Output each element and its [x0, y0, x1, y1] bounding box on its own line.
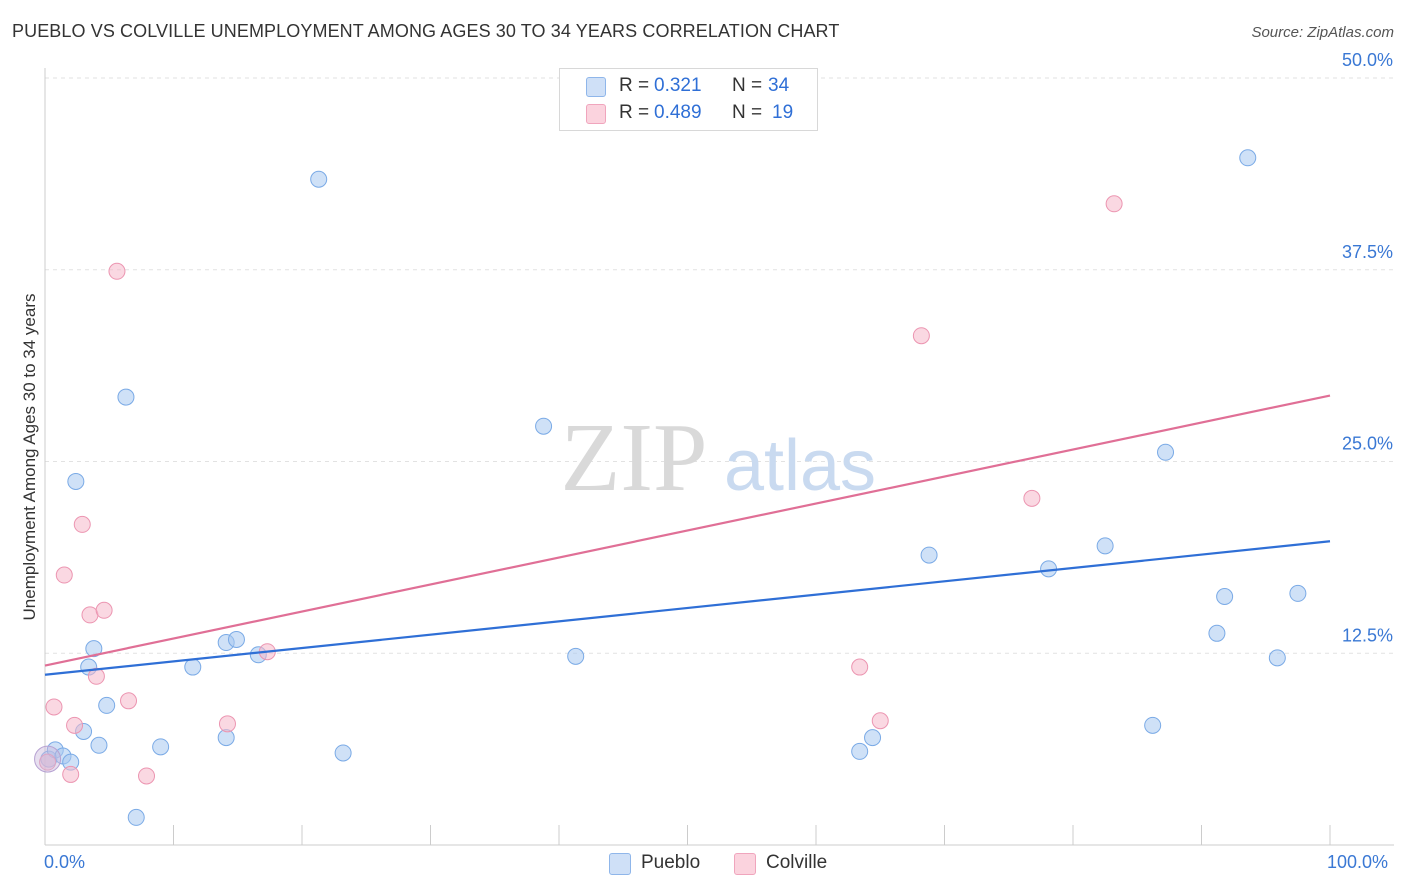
pueblo-trend-line	[44, 540, 1331, 676]
colville-point	[55, 566, 73, 584]
y-tick-label: 50.0%	[1342, 50, 1393, 70]
colville-point	[66, 716, 84, 734]
axes	[44, 68, 1394, 846]
colville-trend-line	[44, 394, 1331, 667]
legend-r-label: R =	[619, 102, 650, 123]
colville-point	[39, 753, 57, 771]
legend-swatch-pueblo	[586, 77, 606, 97]
legend-n-value: 19	[772, 102, 794, 123]
colville-point	[87, 667, 105, 685]
colville-point	[1105, 195, 1123, 213]
pueblo-point	[184, 658, 202, 676]
colville-point	[218, 715, 236, 733]
pueblo-point	[1239, 149, 1257, 167]
pueblo-point	[567, 647, 585, 665]
pueblo-point	[1096, 537, 1114, 555]
pueblo-point	[1289, 584, 1307, 602]
legend-n-value: 34	[768, 75, 790, 96]
colville-point	[120, 692, 138, 710]
x-tick-label-min: 0.0%	[44, 852, 86, 872]
pueblo-point	[310, 170, 328, 188]
source-label: Source: ZipAtlas.com	[1251, 24, 1394, 41]
legend-n-label: N =	[732, 102, 763, 123]
colville-point	[912, 327, 930, 345]
pueblo-point	[864, 729, 882, 747]
y-tick-label: 25.0%	[1342, 434, 1393, 454]
pueblo-point	[85, 640, 103, 658]
grid-lines	[45, 77, 1394, 654]
bottom-legend-swatch-pueblo	[609, 853, 631, 875]
colville-point	[1023, 489, 1041, 507]
pueblo-point	[67, 472, 85, 490]
y-tick-labels: 12.5% 25.0% 37.5% 50.0%	[1342, 50, 1393, 645]
legend-n-label: N =	[732, 75, 763, 96]
legend-r-label: R =	[619, 75, 650, 96]
pueblo-point	[1157, 443, 1175, 461]
pueblo-point	[1144, 716, 1162, 734]
legend-r-value: 0.489	[654, 102, 702, 123]
pueblo-point	[90, 736, 108, 754]
pueblo-point	[1216, 587, 1234, 605]
colville-point	[73, 515, 91, 533]
pueblo-point	[152, 738, 170, 756]
pueblo-point	[227, 630, 245, 648]
y-tick-label: 37.5%	[1342, 242, 1393, 262]
pueblo-point	[117, 388, 135, 406]
bottom-legend-label-pueblo: Pueblo	[641, 852, 701, 873]
pueblo-point	[535, 417, 553, 435]
pueblo-point	[851, 742, 869, 760]
colville-point	[81, 606, 99, 624]
colville-point	[851, 658, 869, 676]
pueblo-point	[334, 744, 352, 762]
colville-point	[138, 767, 156, 785]
watermark: ZIP atlas	[561, 404, 877, 512]
x-tick-label-max: 100.0%	[1327, 852, 1389, 872]
pueblo-point	[98, 696, 116, 714]
y-tick-label: 12.5%	[1342, 625, 1393, 645]
colville-point	[62, 765, 80, 783]
correlation-legend: R = 0.321 N = 34 R = 0.489 N = 19	[559, 68, 818, 131]
colville-point	[108, 262, 126, 280]
colville-point	[871, 712, 889, 730]
pueblo-point	[920, 546, 938, 564]
y-axis-label: Unemployment Among Ages 30 to 34 years	[20, 293, 39, 621]
pueblo-point	[1268, 649, 1286, 667]
trend-lines	[44, 394, 1331, 676]
pueblo-point	[1208, 624, 1226, 642]
watermark-atlas: atlas	[724, 426, 876, 506]
bottom-legend-swatch-colville	[734, 853, 756, 875]
colville-point	[95, 601, 113, 619]
bottom-legend-label-colville: Colville	[766, 852, 828, 873]
colville-point	[45, 698, 63, 716]
chart-title: PUEBLO VS COLVILLE UNEMPLOYMENT AMONG AG…	[12, 21, 840, 41]
overlap-point	[34, 745, 62, 773]
pueblo-point	[127, 808, 145, 826]
legend-swatch-colville	[586, 104, 606, 124]
watermark-zip: ZIP	[561, 404, 708, 512]
legend-r-value: 0.321	[654, 75, 702, 96]
